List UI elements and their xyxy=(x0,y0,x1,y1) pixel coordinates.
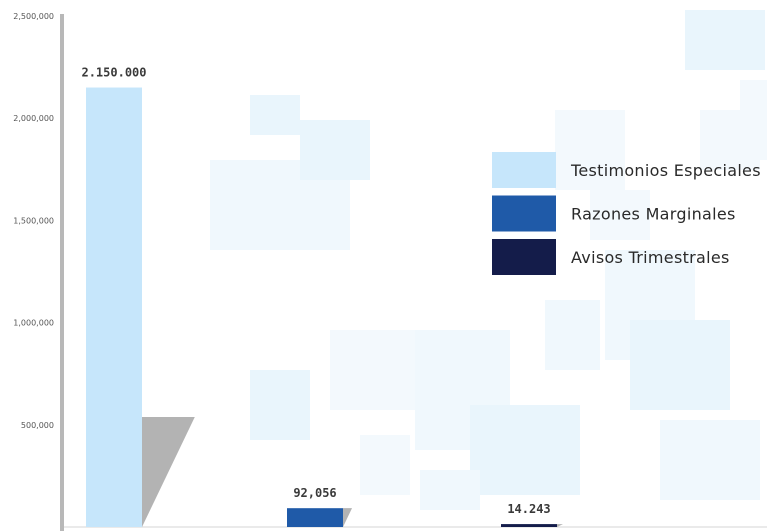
y-tick-label: 2,500,000 xyxy=(13,12,54,21)
legend-swatch xyxy=(492,239,556,275)
background-block xyxy=(740,80,767,160)
background-block xyxy=(555,110,625,190)
bar-shadow xyxy=(557,524,563,527)
value-label: 2.150.000 xyxy=(81,66,146,80)
background-block xyxy=(630,320,730,410)
y-tick-label: 1,500,000 xyxy=(13,216,54,225)
background-block xyxy=(250,95,300,135)
y-tick-label: 2,000,000 xyxy=(13,114,54,123)
legend-label: Razones Marginales xyxy=(571,205,736,224)
value-label: 92,056 xyxy=(293,486,336,500)
legend: Testimonios Especiales Razones Marginales… xyxy=(492,152,761,275)
bar xyxy=(501,524,557,527)
background-block xyxy=(420,470,480,510)
legend-label: Avisos Trimestrales xyxy=(571,248,730,267)
background-block xyxy=(545,300,600,370)
y-tick-label: 1,000,000 xyxy=(13,319,54,328)
background-block xyxy=(685,10,765,70)
legend-swatch xyxy=(492,152,556,188)
bar xyxy=(287,508,343,527)
y-tick-label: 500,000 xyxy=(21,421,54,430)
axes: 500,000 1,000,000 1,500,000 2,000,000 2,500,… xyxy=(13,12,767,531)
background-block xyxy=(360,435,410,495)
value-labels: 2.150.000 92,056 14.243 xyxy=(81,66,550,517)
background-block xyxy=(330,330,420,410)
background-block xyxy=(660,420,760,500)
bars xyxy=(86,87,563,527)
value-label: 14.243 xyxy=(507,502,550,516)
bar-shadow xyxy=(343,508,353,527)
y-axis-line xyxy=(60,14,64,531)
background-block xyxy=(300,120,370,180)
background-block xyxy=(590,190,650,240)
background-block xyxy=(470,405,580,495)
background-block xyxy=(250,370,310,440)
legend-swatch xyxy=(492,195,556,232)
legend-label: Testimonios Especiales xyxy=(570,161,761,180)
bar-shadow xyxy=(142,417,195,527)
bar xyxy=(86,87,142,527)
